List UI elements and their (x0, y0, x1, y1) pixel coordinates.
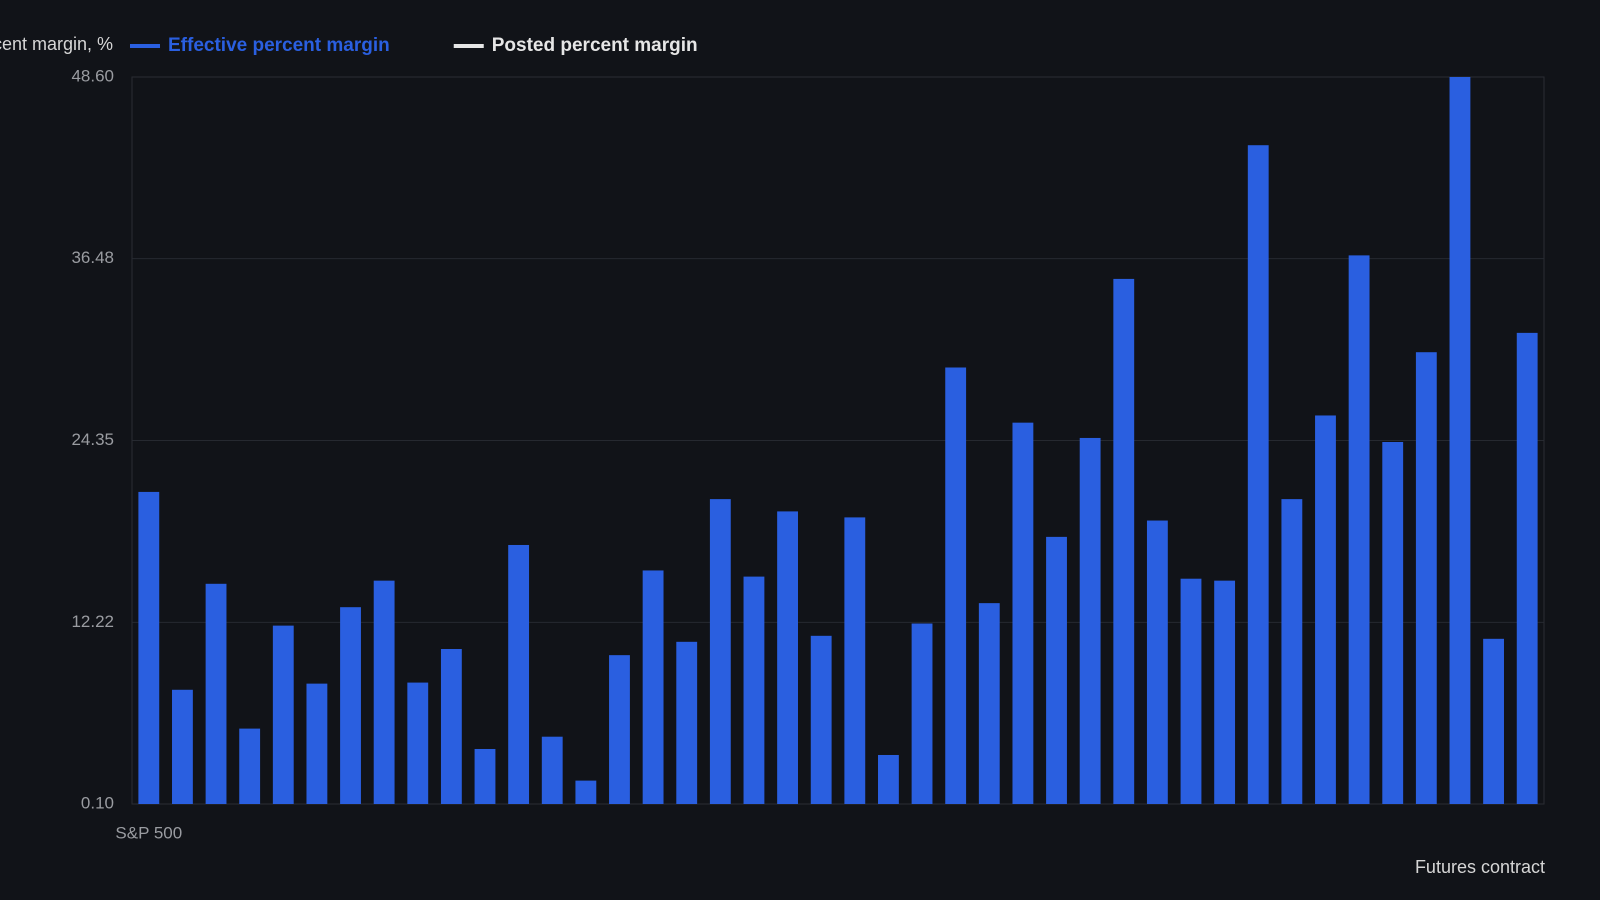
bar (306, 683, 328, 804)
bar (1046, 536, 1067, 804)
bar (172, 689, 193, 804)
bar (810, 635, 832, 804)
bar (978, 603, 1000, 804)
bar (1483, 638, 1504, 804)
bar (407, 682, 429, 804)
bar (440, 649, 462, 804)
bar (777, 511, 798, 804)
bar (945, 367, 967, 804)
bar (340, 607, 361, 804)
bar (541, 736, 563, 804)
y-tick-label: 36.48 (71, 248, 114, 267)
bar (508, 544, 530, 804)
bar (205, 583, 227, 804)
y-tick-label: 24.35 (71, 430, 114, 449)
bar (878, 754, 899, 804)
bar (1012, 422, 1034, 804)
bar (1113, 278, 1135, 804)
bar (1214, 580, 1236, 804)
y-tick-label: 12.22 (71, 612, 114, 631)
bar (1516, 332, 1538, 804)
bar (1146, 520, 1168, 804)
y-axis-label: Effective percent margin, % (0, 34, 113, 54)
bar (609, 655, 630, 804)
bar (272, 625, 294, 804)
bar (911, 623, 933, 804)
legend-label: Effective percent margin (168, 35, 390, 56)
bar (138, 491, 160, 804)
bar (1415, 352, 1437, 804)
y-tick-label: 48.60 (71, 66, 114, 85)
bar (474, 748, 496, 804)
bar (676, 641, 698, 804)
x-tick-label: S&P 500 (115, 823, 182, 842)
plot-frame (131, 76, 1545, 805)
bar (373, 580, 395, 804)
bar (743, 576, 765, 804)
bar (1315, 415, 1336, 804)
bar (642, 570, 664, 804)
x-axis-label: Futures contract (1415, 857, 1545, 877)
bar (1281, 499, 1303, 804)
bar (1247, 145, 1269, 804)
bar (239, 728, 261, 804)
bar (1382, 441, 1404, 804)
bar (575, 780, 597, 804)
bar (844, 517, 866, 804)
y-tick-label: 0.10 (81, 793, 114, 812)
bar (1348, 255, 1370, 804)
legend-label: Posted percent margin (492, 35, 698, 56)
bar (1449, 77, 1471, 804)
bar (1180, 578, 1202, 804)
bar (1079, 437, 1101, 804)
bar (709, 499, 731, 804)
